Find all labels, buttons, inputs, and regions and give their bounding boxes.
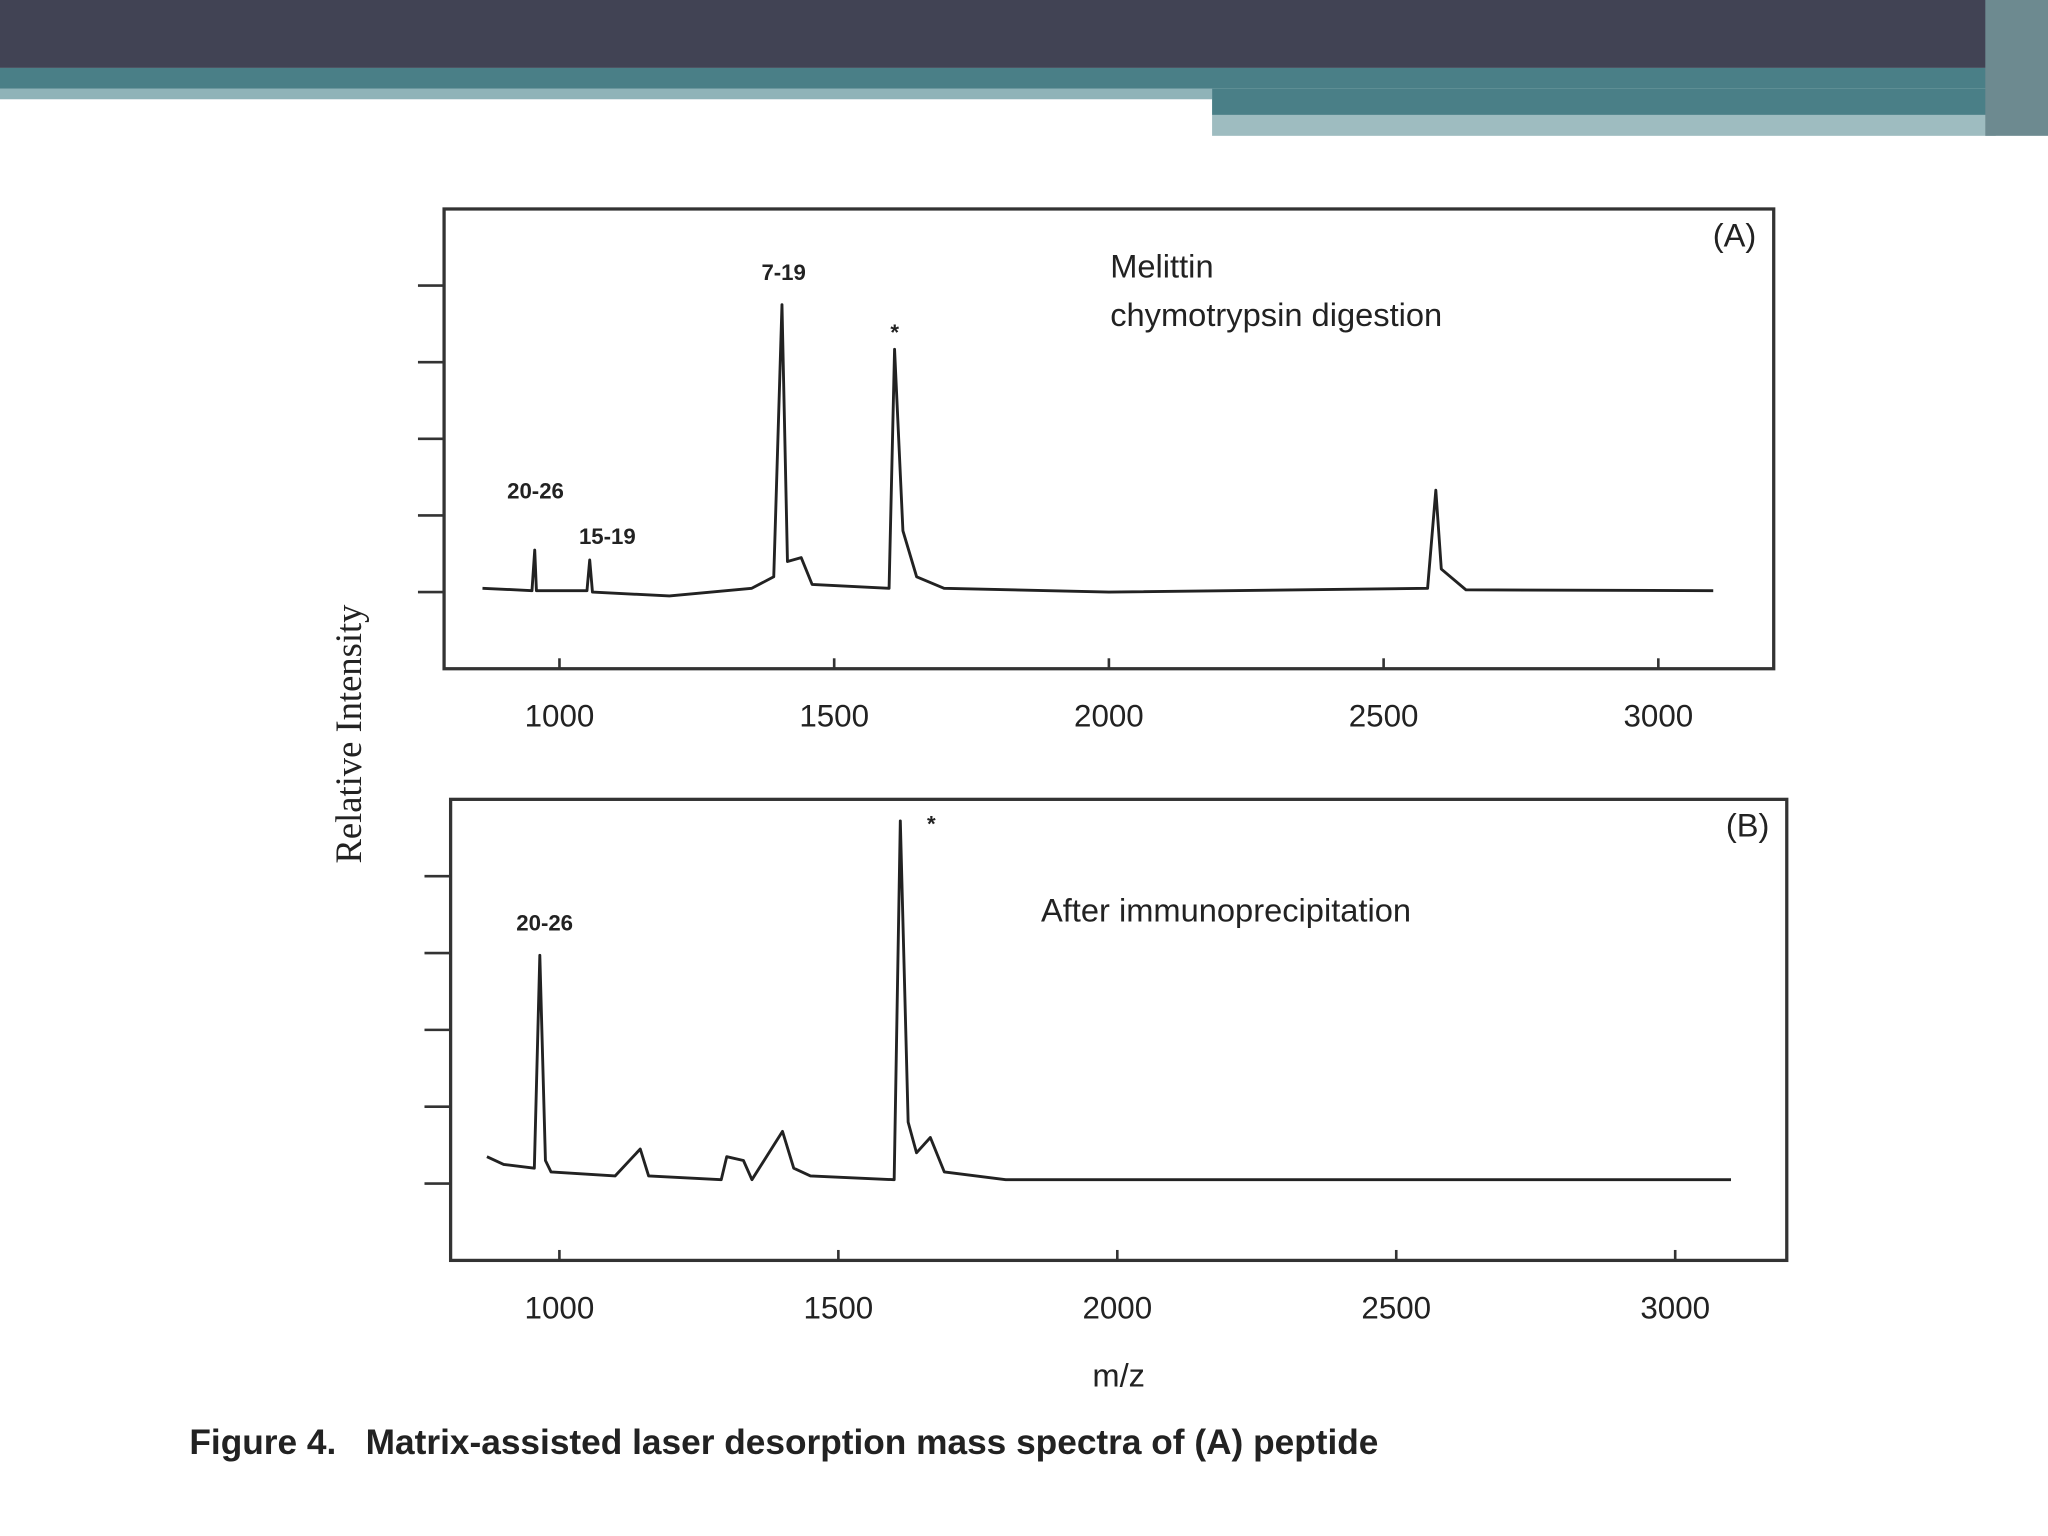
peak-annotation: * [890, 320, 899, 345]
banner [0, 0, 2048, 68]
banner-edge [1985, 0, 2048, 136]
x-tick-label: 3000 [1623, 699, 1693, 734]
x-tick-label: 1000 [525, 1290, 595, 1325]
peak-annotation: 7-19 [761, 260, 805, 285]
x-tick-label: 1500 [803, 1290, 873, 1325]
panel-label: (B) [1726, 807, 1770, 844]
peak-annotation: 20-26 [507, 478, 564, 503]
banner-stripe [1212, 114, 1996, 136]
x-tick-label: 2500 [1361, 1290, 1431, 1325]
peak-annotation: After immunoprecipitation [1041, 892, 1411, 929]
peak-annotation: * [927, 811, 936, 836]
x-tick-label: 2000 [1074, 699, 1144, 734]
spectrum-line [486, 819, 1732, 1182]
y-axis-label: Relative Intensity [328, 604, 369, 864]
caption: Figure 4. Matrix-assisted laser desorpti… [189, 1423, 1378, 1462]
x-tick-label: 1500 [799, 699, 869, 734]
plot-frame [442, 207, 1776, 671]
spectrum-line [482, 303, 1714, 598]
panel-label: (A) [1713, 216, 1757, 253]
banner-stripe [1212, 88, 2048, 115]
peak-annotation: 20-26 [516, 911, 573, 936]
x-tick-label: 3000 [1640, 1290, 1710, 1325]
x-tick-label: 1000 [525, 699, 595, 734]
plot-frame [448, 797, 1789, 1263]
banner-stripe [0, 88, 1213, 100]
x-tick-label: 2500 [1349, 699, 1419, 734]
peak-annotation: Melittin [1110, 248, 1213, 285]
x-tick-label: 2000 [1082, 1290, 1152, 1325]
x-axis-label: m/z [1092, 1357, 1145, 1394]
banner-stripe [0, 67, 2048, 89]
peak-annotation: chymotrypsin digestion [1110, 296, 1442, 333]
peak-annotation: 15-19 [579, 524, 636, 549]
